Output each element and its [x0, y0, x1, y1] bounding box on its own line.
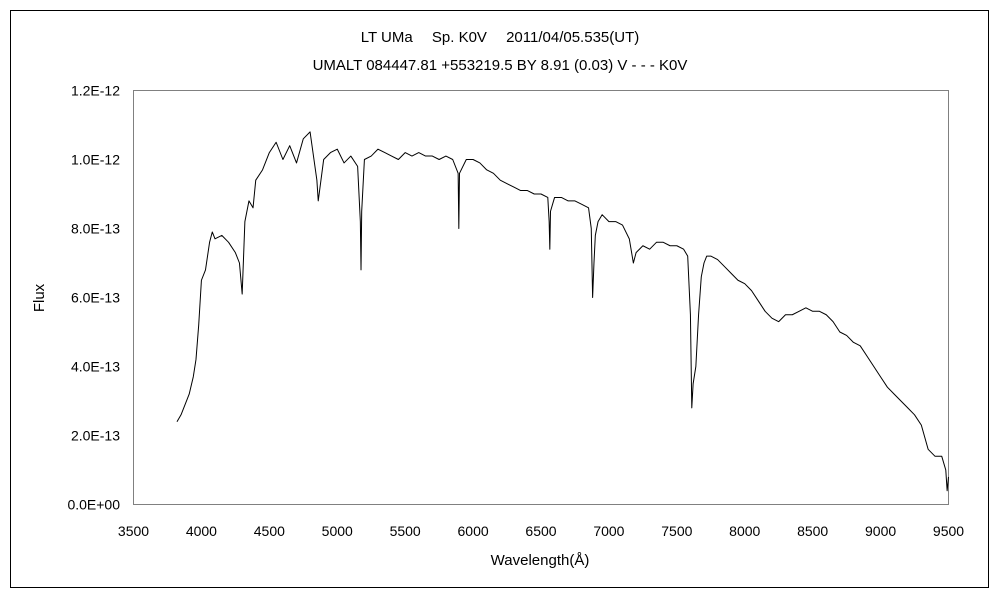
- x-tick-label: 7500: [661, 523, 692, 539]
- y-tick-label: 1.2E-12: [71, 83, 120, 99]
- y-tick-label: 2.0E-13: [71, 428, 120, 444]
- x-tick-label: 6000: [458, 523, 489, 539]
- y-axis: 0.0E+00 2.0E-13 4.0E-13 6.0E-13 8.0E-13 1.0E-…: [67, 83, 120, 513]
- y-tick-label: 8.0E-13: [71, 221, 120, 237]
- x-tick-label: 9000: [865, 523, 896, 539]
- chart-title: LT UMa Sp. K0V 2011/04/05.535(UT): [361, 29, 639, 46]
- x-tick-label: 8000: [729, 523, 760, 539]
- y-tick-label: 6.0E-13: [71, 290, 120, 306]
- x-axis-label: Wavelength(Å): [491, 552, 590, 569]
- spectrum-series-line: [176, 131, 949, 492]
- x-tick-label: 9500: [933, 523, 964, 539]
- x-tick-label: 8500: [797, 523, 828, 539]
- y-tick-label: 4.0E-13: [71, 359, 120, 375]
- x-tick-label: 5500: [390, 523, 421, 539]
- x-tick-label: 4000: [186, 523, 217, 539]
- x-tick-label: 5000: [322, 523, 353, 539]
- y-axis-label: Flux: [31, 283, 48, 312]
- x-tick-label: 7000: [593, 523, 624, 539]
- y-tick-label: 1.0E-12: [71, 152, 120, 168]
- x-tick-label: 4500: [254, 523, 285, 539]
- chart-subtitle: UMALT 084447.81 +553219.5 BY 8.91 (0.03)…: [313, 57, 688, 74]
- x-tick-label: 3500: [118, 523, 149, 539]
- y-tick-label: 0.0E+00: [67, 497, 120, 513]
- x-axis: 3500 4000 4500 5000 5500 6000 6500 7000 7500 8000…: [118, 523, 964, 539]
- x-tick-label: 6500: [525, 523, 556, 539]
- plot-area: [133, 90, 949, 505]
